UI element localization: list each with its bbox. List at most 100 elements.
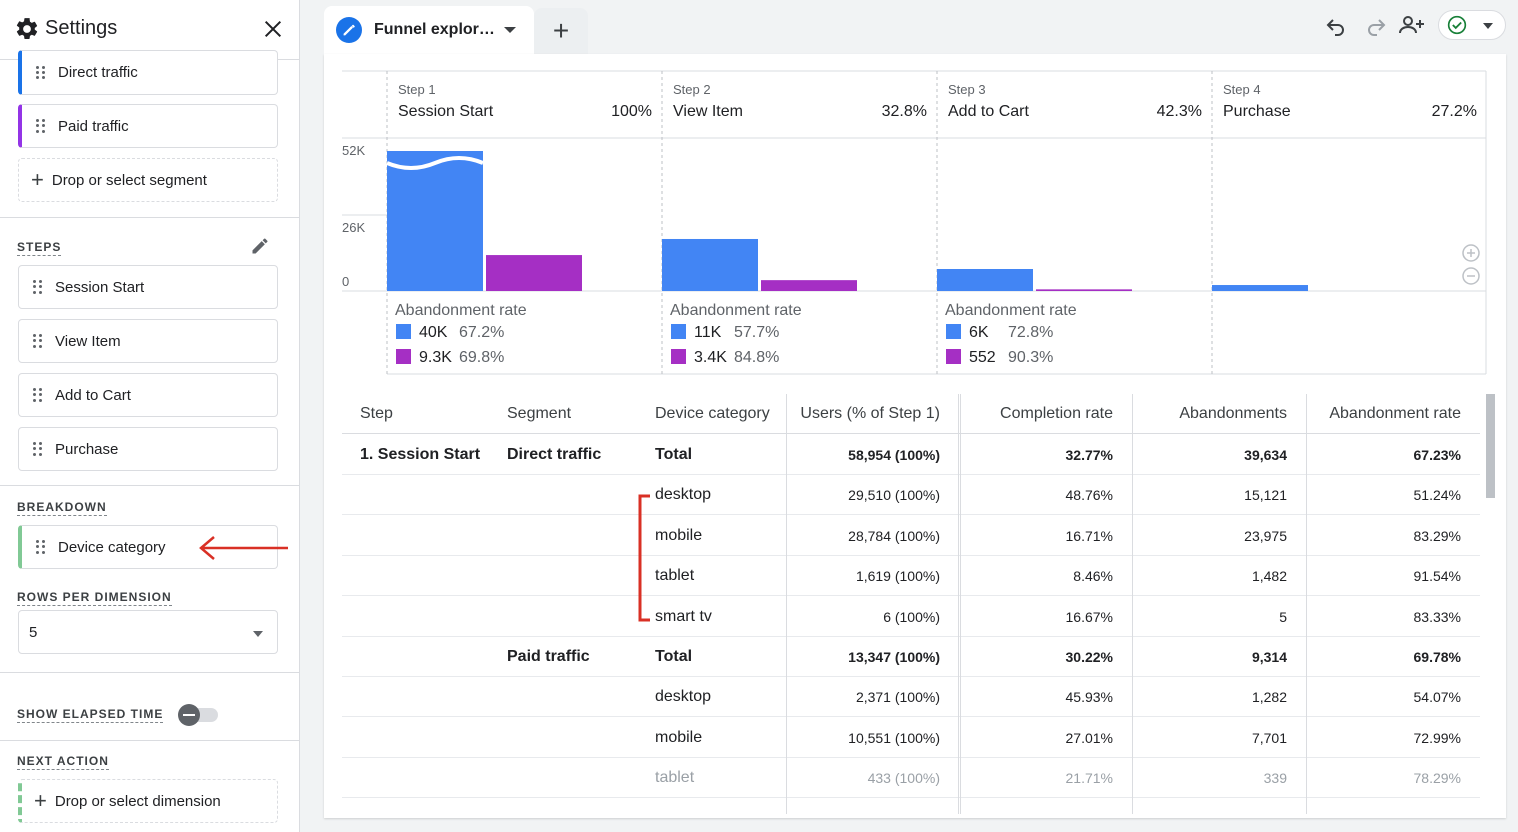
drag-handle-icon[interactable] [36, 119, 46, 133]
cell-abandonments: 7,701 [1251, 729, 1287, 746]
cell-abandonments: 15,121 [1244, 487, 1287, 504]
chevron-down-icon [253, 631, 263, 637]
cell-abandonment-rate: 67.23% [1413, 447, 1461, 463]
cell-users: 58,954 (100%) [848, 447, 940, 463]
toggle-knob [178, 704, 200, 726]
bar-direct-traffic [387, 151, 483, 291]
header-device-category[interactable]: Device category [655, 405, 770, 422]
table-scrollbar[interactable] [1484, 394, 1496, 814]
step-pct-label: 32.8% [882, 103, 927, 120]
chevron-down-icon [1483, 23, 1493, 29]
drag-handle-icon[interactable] [36, 65, 46, 80]
table-row: mobile 28,784 (100%) 16.71% 23,975 83.29% [342, 516, 1480, 556]
abandonment-count: 40K [419, 324, 448, 341]
divider [0, 485, 299, 486]
funnel-chart: 52K 26K 0 Step 1 Session Start 100% Abandonmen… [342, 70, 1487, 375]
close-icon[interactable] [262, 18, 284, 40]
cell-abandonment-rate: 78.29% [1413, 770, 1461, 787]
elapsed-time-toggle[interactable] [178, 704, 220, 726]
step-number-label: Step 3 [948, 82, 986, 97]
plus-icon: + [34, 788, 47, 813]
cell-users: 6 (100%) [883, 608, 940, 625]
header-completion-rate[interactable]: Completion rate [1000, 405, 1113, 422]
step-pct-label: 100% [611, 103, 652, 120]
step-chip-add-to-cart[interactable]: Add to Cart [18, 373, 278, 417]
abandonment-rate-label: Abandonment rate [945, 302, 1077, 319]
show-elapsed-time-label: SHOW ELAPSED TIME [17, 707, 164, 723]
cell-device: desktop [655, 486, 712, 504]
save-status-pill[interactable] [1438, 10, 1506, 40]
settings-title: Settings [45, 17, 118, 39]
drag-handle-icon[interactable] [33, 388, 43, 402]
segment-chip-paid[interactable]: Paid traffic [18, 104, 278, 148]
legend-swatch [396, 349, 411, 364]
cell-completion: 16.67% [1065, 608, 1113, 625]
abandonment-rate: 57.7% [734, 324, 779, 341]
add-tab-button[interactable]: + [534, 8, 588, 54]
header-step[interactable]: Step [360, 405, 393, 422]
cell-abandonments: 1,482 [1251, 568, 1287, 585]
step-name-label: View Item [673, 103, 743, 120]
step-chip-view-item[interactable]: View Item [18, 319, 278, 363]
header-abandonments[interactable]: Abandonments [1179, 405, 1287, 422]
next-action-label: NEXT ACTION [17, 754, 109, 770]
undo-icon[interactable] [1324, 14, 1348, 38]
tab-funnel-exploration[interactable]: Funnel explor… [324, 6, 534, 54]
cell-device: Total [655, 446, 693, 463]
header-abandonment-rate[interactable]: Abandonment rate [1329, 405, 1461, 422]
cell-abandonments: 39,634 [1244, 447, 1287, 463]
cell-abandonment-rate: 91.54% [1413, 568, 1461, 585]
cell-device: mobile [655, 728, 703, 746]
cell-abandonments: 339 [1263, 770, 1287, 787]
step-number-label: Step 1 [398, 82, 436, 97]
segment-chip-direct[interactable]: Direct traffic [18, 50, 278, 95]
drag-handle-icon[interactable] [33, 280, 43, 294]
column-divider [786, 394, 787, 814]
cell-users: 13,347 (100%) [848, 649, 940, 665]
drag-handle-icon[interactable] [33, 442, 43, 456]
cell-completion: 32.77% [1065, 447, 1113, 463]
drop-dimension-target[interactable]: + Drop or select dimension [18, 779, 278, 823]
cell-abandonments: 9,314 [1251, 649, 1287, 665]
step-number-label: Step 4 [1223, 82, 1261, 97]
y-tick-label: 52K [342, 143, 365, 158]
cell-users: 433 (100%) [867, 770, 940, 787]
redo-icon[interactable] [1364, 14, 1388, 38]
segment-label: Paid traffic [58, 117, 129, 135]
column-divider [1132, 394, 1133, 814]
zoom-in-icon [1462, 244, 1480, 262]
abandonment-count: 11K [694, 324, 722, 341]
cell-device: mobile [655, 526, 703, 544]
cell-device: Total [655, 648, 693, 665]
cell-abandonment-rate: 83.33% [1413, 608, 1461, 625]
pencil-icon[interactable] [250, 236, 270, 256]
cell-completion: 16.71% [1065, 527, 1113, 544]
step-chip-session-start[interactable]: Session Start [18, 265, 278, 309]
rows-per-dimension-select[interactable]: 5 [18, 610, 278, 654]
chevron-down-icon[interactable] [504, 27, 516, 33]
abandonment-count: 3.4K [694, 349, 727, 366]
header-segment[interactable]: Segment [507, 405, 572, 422]
drop-segment-label: Drop or select segment [51, 171, 207, 189]
divider [0, 217, 299, 218]
legend-swatch [946, 324, 961, 339]
exploration-canvas: 52K 26K 0 Step 1 Session Start 100% Abandonmen… [324, 54, 1506, 818]
step-label: View Item [55, 332, 121, 350]
share-people-icon[interactable] [1398, 13, 1426, 37]
red-arrow-annotation [199, 536, 288, 560]
drag-handle-icon[interactable] [36, 540, 46, 554]
red-bracket-annotation [638, 494, 650, 622]
step-pct-label: 27.2% [1432, 103, 1477, 120]
scrollbar-thumb[interactable] [1486, 394, 1495, 498]
cell-device: tablet [655, 769, 695, 787]
zoom-out-icon [1462, 267, 1480, 285]
abandonment-count: 9.3K [419, 349, 452, 366]
header-users[interactable]: Users (% of Step 1) [800, 405, 940, 422]
drop-segment-target[interactable]: + Drop or select segment [18, 158, 278, 202]
abandonment-rate: 84.8% [734, 349, 779, 366]
drag-handle-icon[interactable] [33, 334, 43, 348]
cell-segment: Direct traffic [507, 446, 602, 463]
cell-abandonments: 5 [1279, 608, 1287, 625]
step-name-label: Session Start [398, 103, 494, 120]
step-chip-purchase[interactable]: Purchase [18, 427, 278, 471]
